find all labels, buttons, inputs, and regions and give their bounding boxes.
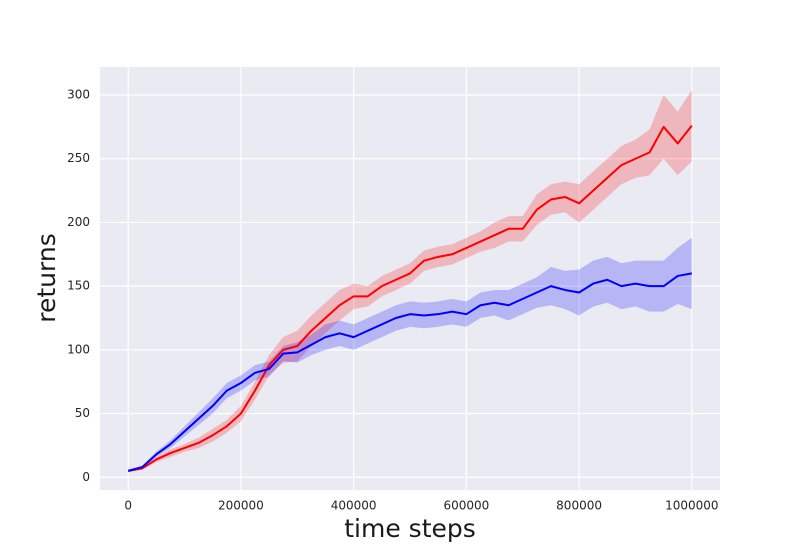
y-tick-label: 200 [67, 215, 90, 229]
y-tick-label: 150 [67, 279, 90, 293]
marks [127, 89, 693, 473]
y-tick-label: 100 [67, 342, 90, 356]
x-tick-label: 200000 [218, 499, 264, 513]
line [127, 272, 692, 472]
y-tick-label: 250 [67, 151, 90, 165]
y-tick-label: 300 [67, 88, 90, 102]
x-tick-label: 400000 [331, 499, 377, 513]
x-tick-label: 600000 [443, 499, 489, 513]
x-tick-label: 0 [124, 499, 132, 513]
line [128, 124, 693, 472]
band [128, 237, 692, 473]
grid [100, 67, 720, 490]
x-tick-label: 1000000 [665, 499, 718, 513]
x-axis-label: time steps [344, 514, 476, 543]
y-tick-label: 50 [75, 406, 90, 420]
y-tick-label: 0 [82, 470, 90, 484]
y-axis-label: returns [32, 233, 61, 322]
plot-area [100, 67, 720, 490]
band [128, 89, 692, 473]
x-tick-label: 800000 [556, 499, 602, 513]
